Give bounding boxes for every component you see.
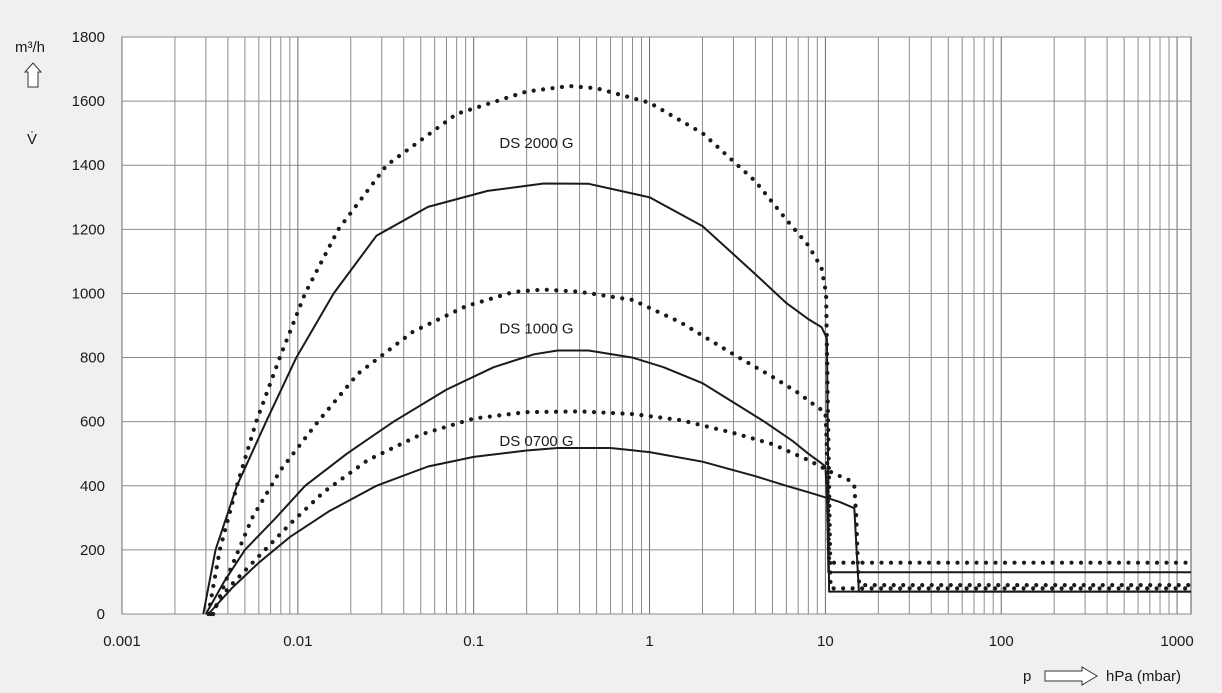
y-tick-label: 200 [80,542,105,559]
tick-labels: 0 200 400 600 800 1000 1200 1400 1600 1800 0.001 0.… [72,29,1194,650]
grid-lines [121,36,1191,615]
dotted-curve-5 [208,409,1194,617]
x-tick-label: 10 [817,633,834,650]
curve-label: DS 2000 G [499,135,573,152]
curve-label: DS 0700 G [499,433,573,450]
dotted-curve-1 [206,83,1194,617]
y-tick-label: 400 [80,478,105,495]
x-tick-label: 0.01 [283,633,312,650]
right-arrow-icon [1044,666,1098,686]
x-axis-symbol-label: p [1023,668,1031,685]
up-arrow-icon [23,62,43,88]
series-layer [202,83,1194,617]
x-tick-label: 100 [989,633,1014,650]
y-tick-label: 800 [80,350,105,367]
curve-label: DS 1000 G [499,321,573,338]
x-tick-label: 0.1 [463,633,484,650]
x-axis-unit-label: hPa (mbar) [1106,668,1181,685]
y-tick-label: 0 [97,606,105,623]
x-tick-label: 0.001 [103,633,141,650]
dotted-curve-3 [211,287,1194,617]
annotations: DS 2000 G DS 1000 G DS 0700 G [499,135,573,450]
plot-area [121,36,1192,615]
solid-curve-2 [202,182,1191,615]
y-tick-label: 1400 [72,157,105,174]
y-tick-label: 600 [80,414,105,431]
y-tick-label: 1200 [72,221,105,238]
solid-curve-4 [205,349,1191,615]
y-axis-unit-label: m³/h [15,39,45,56]
y-tick-label: 1600 [72,93,105,110]
x-tick-label: 1000 [1160,633,1193,650]
x-tick-label: 1 [645,633,653,650]
y-axis-symbol-label: V̇ [27,131,37,148]
y-tick-label: 1800 [72,29,105,46]
y-tick-label: 1000 [72,285,105,302]
solid-curve-6 [207,447,1191,615]
